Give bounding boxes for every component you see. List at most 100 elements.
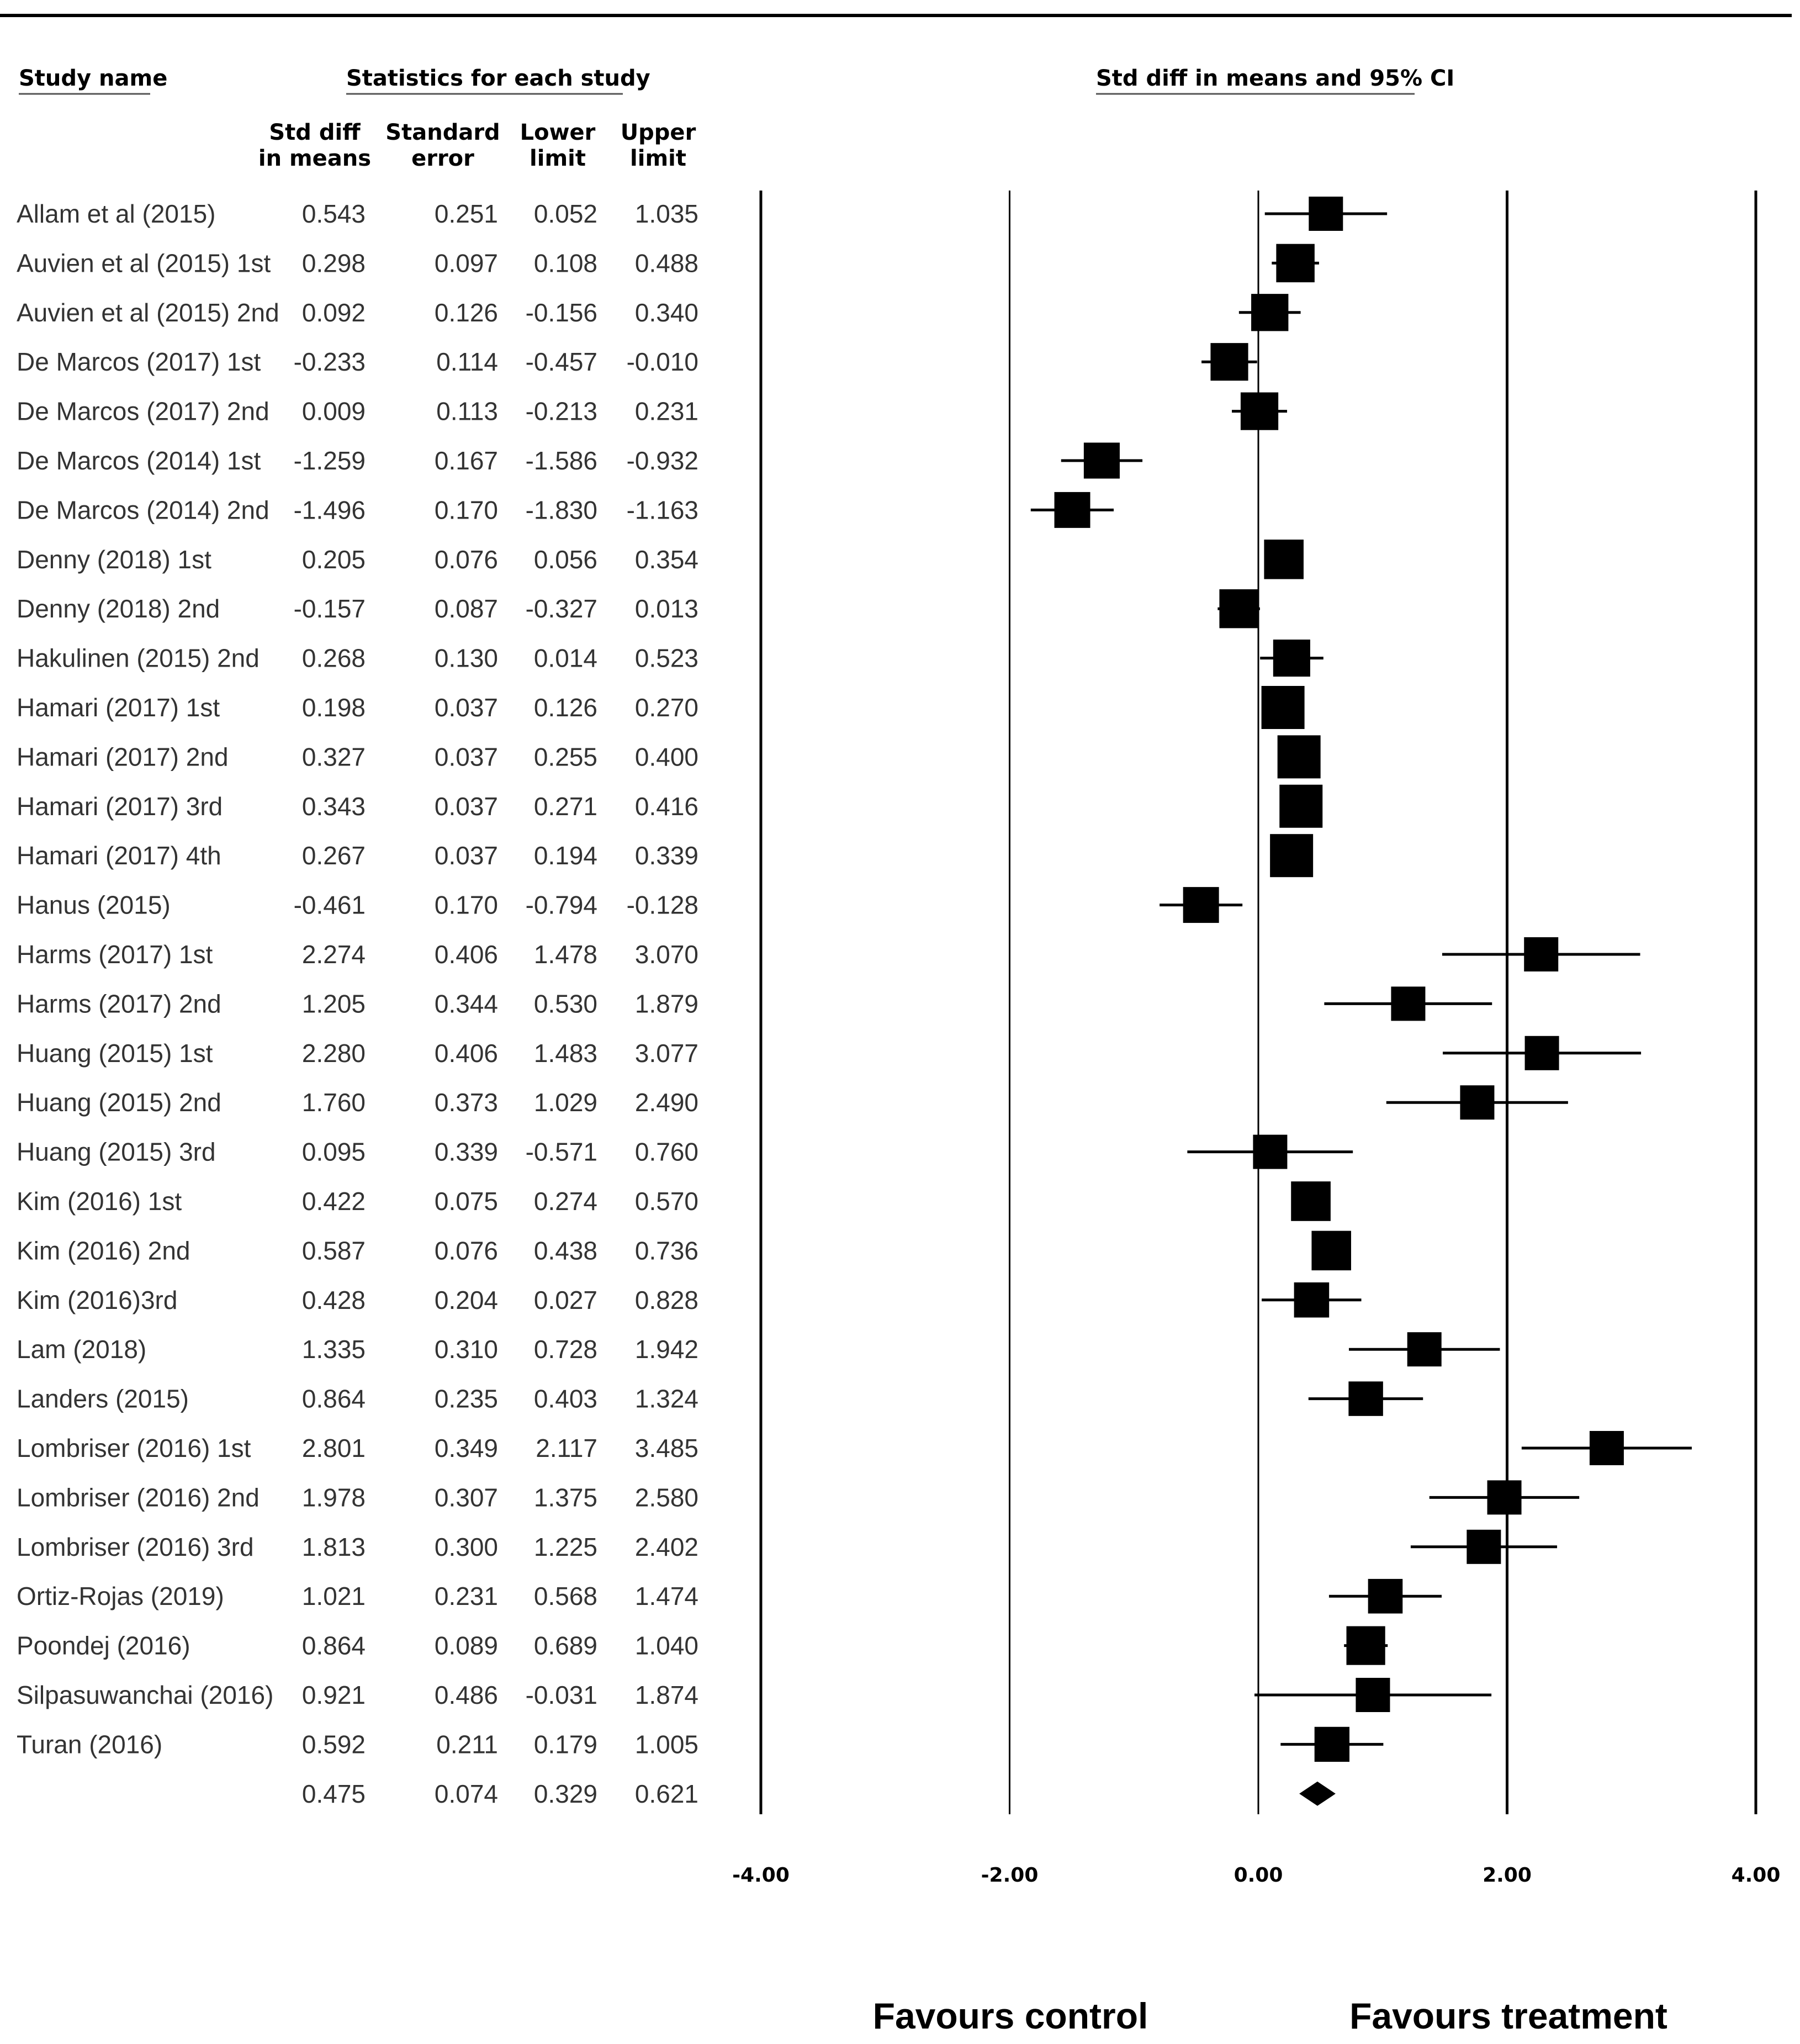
- favours-treatment-label: Favours treatment: [1349, 1995, 1667, 2036]
- study-smd-cell: 0.009: [302, 397, 366, 426]
- study-smd-cell: -1.496: [294, 495, 366, 524]
- study-lower-cell: 0.728: [534, 1335, 597, 1364]
- study-smd-cell: 0.205: [302, 545, 366, 574]
- study-upper-cell: 0.736: [635, 1236, 698, 1265]
- study-name-cell: Auvien et al (2015) 1st: [17, 249, 271, 277]
- study-upper-cell: 0.828: [635, 1286, 698, 1314]
- effect-square: [1368, 1578, 1403, 1614]
- study-upper-cell: 2.402: [635, 1533, 698, 1561]
- study-name-cell: De Marcos (2017) 1st: [17, 347, 261, 376]
- effect-square: [1487, 1480, 1522, 1515]
- study-se-cell: 0.076: [435, 1236, 498, 1265]
- study-se-cell: 0.339: [435, 1138, 498, 1166]
- study-name-cell: Kim (2016) 2nd: [17, 1236, 190, 1265]
- study-name-cell: Harms (2017) 2nd: [17, 989, 221, 1018]
- study-se-cell: 0.204: [435, 1286, 498, 1314]
- header-ci-title: Std diff in means and 95% CI: [1096, 66, 1454, 91]
- col-upper-line1: Upper: [621, 120, 696, 145]
- study-se-cell: 0.235: [435, 1385, 498, 1413]
- study-upper-cell: 3.077: [635, 1039, 698, 1068]
- header-study-name: Study name: [19, 66, 167, 91]
- effect-square: [1311, 1230, 1351, 1271]
- study-smd-cell: -0.233: [294, 347, 366, 376]
- study-se-cell: 0.075: [435, 1187, 498, 1216]
- study-se-cell: 0.126: [435, 298, 498, 327]
- effect-square: [1524, 937, 1559, 971]
- effect-square: [1264, 540, 1304, 579]
- effect-square: [1270, 834, 1314, 878]
- study-smd-cell: 1.813: [302, 1533, 366, 1561]
- study-se-cell: 0.170: [435, 495, 498, 524]
- study-lower-cell: -1.830: [526, 495, 597, 524]
- study-upper-cell: 2.490: [635, 1088, 698, 1117]
- study-upper-cell: 1.035: [635, 199, 698, 228]
- study-smd-cell: 0.092: [302, 298, 366, 327]
- study-se-cell: 0.114: [436, 347, 498, 376]
- effect-square: [1524, 1036, 1559, 1070]
- effect-square: [1219, 589, 1258, 628]
- col-lower-line1: Lower: [520, 120, 596, 145]
- study-upper-cell: 1.874: [635, 1681, 698, 1709]
- effect-square: [1309, 197, 1343, 231]
- study-smd-cell: 2.280: [302, 1039, 366, 1068]
- study-name-cell: Poondej (2016): [17, 1631, 190, 1660]
- study-smd-cell: -0.461: [294, 891, 366, 920]
- study-name-cell: Ortiz-Rojas (2019): [17, 1582, 224, 1610]
- study-smd-cell: 0.592: [302, 1730, 366, 1758]
- study-upper-cell: 3.485: [635, 1434, 698, 1462]
- study-upper-cell: 1.040: [635, 1631, 698, 1660]
- effect-square: [1210, 343, 1248, 381]
- study-se-cell: 0.344: [435, 989, 498, 1018]
- study-se-cell: 0.087: [435, 594, 498, 623]
- study-upper-cell: -0.932: [627, 446, 698, 475]
- favours-control-label: Favours control: [873, 1995, 1148, 2036]
- study-upper-cell: 0.760: [635, 1138, 698, 1166]
- x-tick-label: 4.00: [1732, 1864, 1781, 1887]
- effect-square: [1467, 1529, 1501, 1564]
- study-lower-cell: 0.027: [534, 1286, 597, 1314]
- col-smd-line2: in means: [258, 146, 371, 171]
- forest-marks: [1030, 197, 1692, 1806]
- effect-square: [1251, 294, 1289, 331]
- study-name-cell: Denny (2018) 2nd: [17, 594, 220, 623]
- study-name-cell: Hakulinen (2015) 2nd: [17, 644, 260, 673]
- study-smd-cell: -0.157: [294, 594, 366, 623]
- study-smd-cell: 0.422: [302, 1187, 366, 1216]
- study-name-cell: De Marcos (2014) 2nd: [17, 495, 269, 524]
- study-lower-cell: 0.568: [534, 1582, 597, 1610]
- study-upper-cell: 0.570: [635, 1187, 698, 1216]
- study-upper-cell: 0.523: [635, 644, 698, 673]
- table-rows: Allam et al (2015) 0.543 0.251 0.052 1.035 Au…: [17, 199, 698, 1808]
- study-name-cell: Lombriser (2016) 1st: [17, 1434, 251, 1462]
- effect-square: [1589, 1431, 1624, 1465]
- study-smd-cell: 0.428: [302, 1286, 366, 1314]
- effect-square: [1460, 1085, 1495, 1120]
- effect-square: [1356, 1678, 1390, 1712]
- study-upper-cell: 3.070: [635, 940, 698, 969]
- study-smd-cell: 0.343: [302, 792, 366, 821]
- study-se-cell: 0.097: [435, 249, 498, 277]
- pooled-diamond: [1299, 1781, 1336, 1806]
- study-lower-cell: 1.478: [534, 940, 597, 969]
- study-name-cell: Huang (2015) 2nd: [17, 1088, 221, 1117]
- study-smd-cell: 0.268: [302, 644, 366, 673]
- study-smd-cell: 0.864: [302, 1385, 366, 1413]
- study-smd-cell: 0.543: [302, 199, 366, 228]
- study-lower-cell: -0.156: [526, 298, 597, 327]
- study-smd-cell: 1.978: [302, 1483, 366, 1512]
- study-name-cell: Kim (2016) 1st: [17, 1187, 182, 1216]
- study-lower-cell: 0.014: [534, 644, 597, 673]
- study-smd-cell: 2.801: [302, 1434, 366, 1462]
- pooled-upper-cell: 0.621: [635, 1779, 698, 1808]
- study-se-cell: 0.037: [435, 792, 498, 821]
- study-lower-cell: 1.029: [534, 1088, 597, 1117]
- study-lower-cell: 1.483: [534, 1039, 597, 1068]
- study-lower-cell: -1.586: [526, 446, 597, 475]
- study-smd-cell: 0.095: [302, 1138, 366, 1166]
- study-lower-cell: -0.571: [526, 1138, 597, 1166]
- study-name-cell: Allam et al (2015): [17, 199, 216, 228]
- col-smd-line1: Std diff: [269, 120, 361, 145]
- study-name-cell: De Marcos (2014) 1st: [17, 446, 261, 475]
- study-se-cell: 0.037: [435, 841, 498, 870]
- study-lower-cell: 0.530: [534, 989, 597, 1018]
